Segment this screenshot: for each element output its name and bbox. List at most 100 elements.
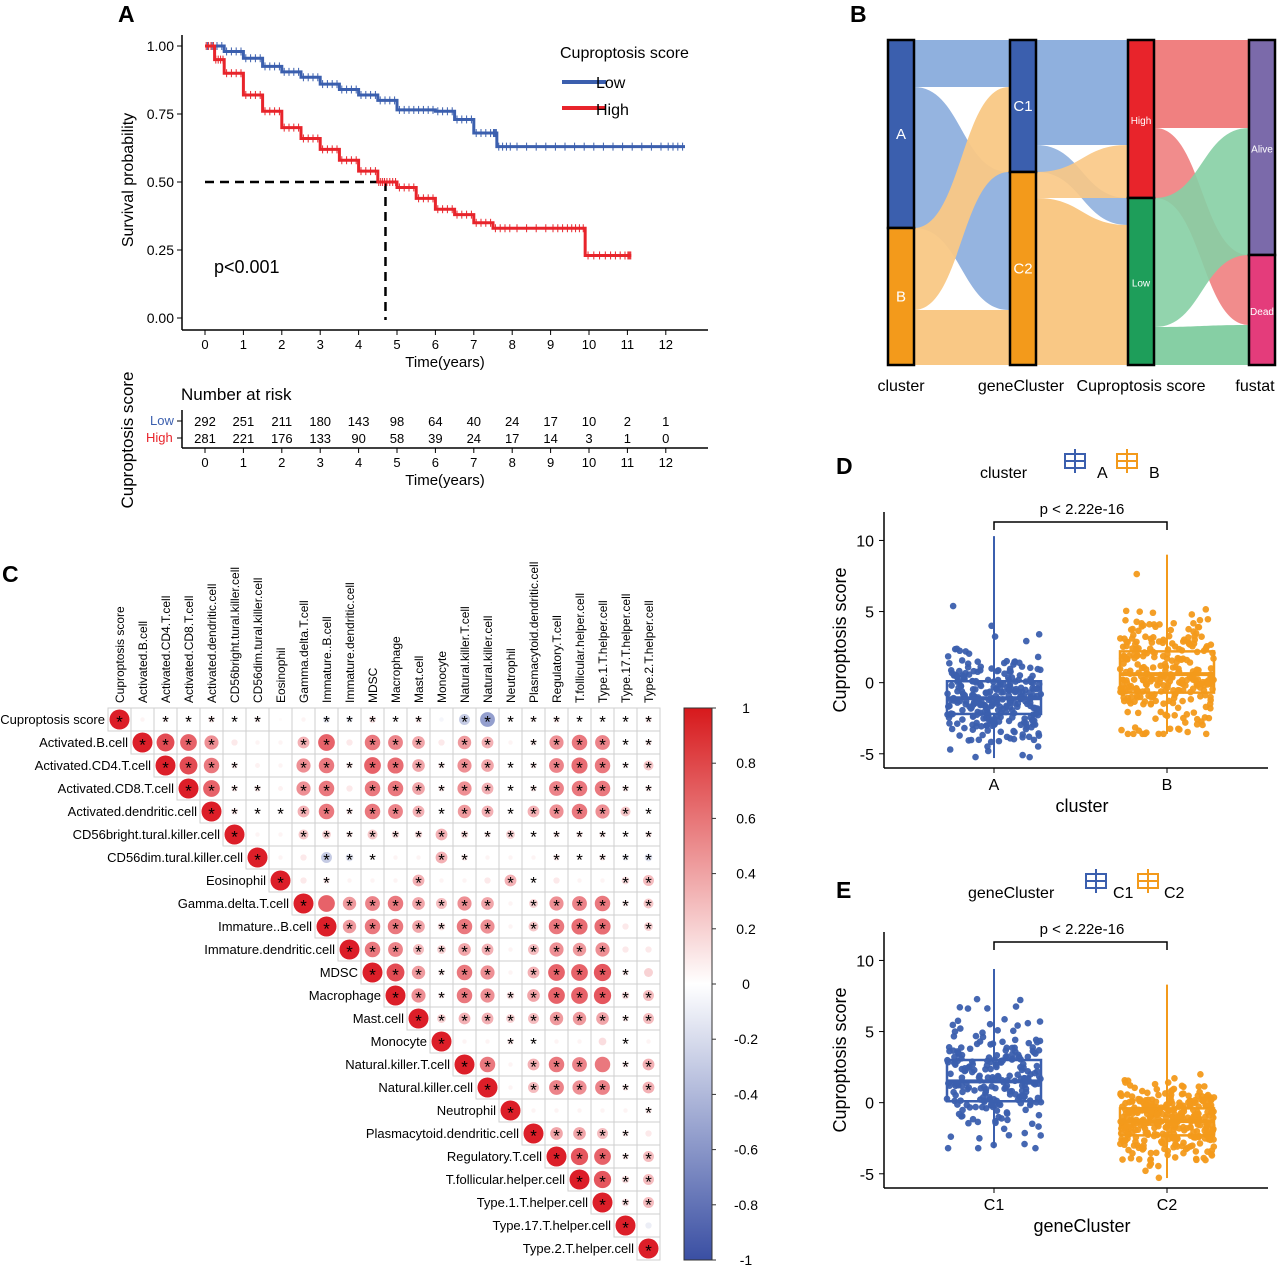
corr-colorbar-label: 1 bbox=[742, 700, 750, 716]
corr-significance-star: * bbox=[323, 782, 330, 801]
corr-circle bbox=[554, 1108, 559, 1113]
corr-circle bbox=[278, 740, 283, 745]
corr-circle bbox=[508, 786, 513, 791]
corr-circle bbox=[411, 965, 426, 980]
corr-row-label: Immature.dendritic.cell bbox=[204, 942, 335, 957]
corr-significance-star: * bbox=[645, 897, 652, 916]
box-point bbox=[1021, 1140, 1028, 1148]
box-significance-bracket bbox=[993, 941, 1168, 950]
corr-circle bbox=[598, 1037, 607, 1046]
stratum-c2-label: C2 bbox=[1013, 261, 1032, 278]
corr-circle bbox=[508, 809, 513, 814]
box-point bbox=[967, 736, 975, 744]
corr-significance-star: * bbox=[484, 897, 491, 916]
corr-significance-star: * bbox=[645, 1104, 652, 1123]
box-point bbox=[1030, 704, 1037, 712]
risk-count-high: 0 bbox=[662, 431, 669, 446]
box-point bbox=[1001, 1016, 1008, 1023]
corr-circle bbox=[408, 1008, 429, 1029]
corr-col-label: Macrophage bbox=[389, 636, 403, 703]
km-legend-title: Cuproptosis score bbox=[560, 45, 689, 62]
km-curve-low bbox=[205, 44, 685, 149]
box-point bbox=[982, 689, 990, 697]
box-point bbox=[944, 1144, 952, 1152]
corr-significance-star: * bbox=[369, 713, 376, 732]
risk-axis-label: Cuproptosis score bbox=[118, 371, 137, 508]
corr-significance-star: * bbox=[277, 874, 284, 893]
corr-circle bbox=[643, 1013, 654, 1024]
corr-significance-star: * bbox=[622, 759, 629, 778]
corr-significance-star: * bbox=[553, 782, 560, 801]
corr-circle bbox=[364, 803, 381, 820]
box-point bbox=[1019, 1060, 1027, 1068]
box-point bbox=[1148, 639, 1156, 646]
corr-circle bbox=[387, 757, 404, 774]
corr-significance-star: * bbox=[553, 943, 560, 962]
corr-significance-star: * bbox=[599, 851, 606, 870]
corr-significance-star: * bbox=[208, 805, 215, 824]
corr-circle bbox=[508, 717, 513, 722]
corr-circle bbox=[342, 896, 357, 911]
box-point bbox=[1171, 1074, 1178, 1082]
box-point bbox=[1204, 681, 1211, 688]
corr-significance-star: * bbox=[645, 1242, 652, 1261]
corr-significance-star: * bbox=[599, 805, 606, 824]
corr-significance-star: * bbox=[507, 759, 514, 778]
risk-count-high: 17 bbox=[505, 431, 519, 446]
box-point bbox=[951, 1028, 959, 1035]
box-point bbox=[1149, 609, 1157, 617]
corr-significance-star: * bbox=[507, 1104, 514, 1123]
box-point bbox=[1191, 632, 1198, 640]
box-point bbox=[1177, 656, 1185, 664]
box-point bbox=[972, 1032, 980, 1040]
box-point bbox=[996, 1101, 1004, 1109]
corr-circle bbox=[231, 785, 238, 792]
box-point bbox=[1026, 664, 1034, 672]
corr-significance-star: * bbox=[599, 989, 606, 1008]
box-point bbox=[1011, 1036, 1019, 1044]
box-point bbox=[1123, 1123, 1130, 1130]
box-x-tick-label: C1 bbox=[984, 1197, 1005, 1214]
corr-circle bbox=[621, 991, 630, 1000]
corr-circle bbox=[622, 923, 629, 930]
box-point bbox=[993, 667, 1001, 675]
box-point bbox=[995, 718, 1003, 725]
corr-circle bbox=[456, 964, 473, 981]
corr-significance-star: * bbox=[599, 966, 606, 985]
box-point bbox=[1124, 1077, 1132, 1084]
box-point bbox=[954, 1017, 962, 1025]
risk-count-high: 39 bbox=[428, 431, 442, 446]
box-point bbox=[995, 737, 1003, 745]
corr-significance-star: * bbox=[599, 920, 606, 939]
corr-row-label: Activated.CD4.T.cell bbox=[35, 758, 151, 773]
corr-circle bbox=[414, 830, 423, 839]
corr-circle bbox=[645, 831, 652, 838]
corr-circle bbox=[318, 803, 335, 820]
corr-circle bbox=[553, 831, 560, 838]
corr-significance-star: * bbox=[622, 851, 629, 870]
corr-circle bbox=[596, 1012, 609, 1025]
corr-significance-star: * bbox=[208, 782, 215, 801]
box-point bbox=[1206, 1112, 1213, 1119]
corr-circle bbox=[255, 740, 260, 745]
box-point bbox=[1202, 1156, 1209, 1164]
box-point bbox=[973, 719, 980, 727]
box-point bbox=[1006, 1072, 1013, 1080]
risk-count-low: 2 bbox=[624, 414, 631, 429]
box-point bbox=[1160, 730, 1167, 738]
box-significance-bracket bbox=[993, 521, 1168, 530]
box-point bbox=[1157, 708, 1165, 716]
corr-circle bbox=[531, 1039, 536, 1044]
corr-circle bbox=[622, 1084, 629, 1091]
box-point bbox=[984, 1005, 991, 1012]
corr-circle bbox=[481, 897, 494, 910]
corr-circle bbox=[457, 758, 472, 773]
box-point bbox=[1204, 1091, 1212, 1099]
box-point bbox=[1123, 1112, 1131, 1120]
box-point bbox=[1147, 1149, 1155, 1157]
corr-circle bbox=[459, 714, 470, 725]
corr-significance-star: * bbox=[461, 966, 468, 985]
corr-circle bbox=[370, 855, 375, 860]
corr-circle bbox=[570, 1147, 589, 1166]
corr-circle bbox=[270, 870, 291, 891]
